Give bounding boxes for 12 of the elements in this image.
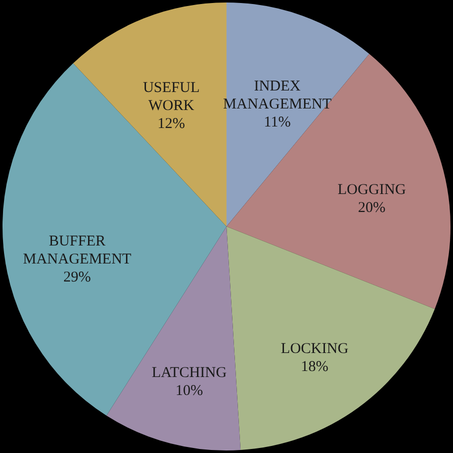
slice-label: LATCHING xyxy=(152,364,227,381)
data-label: 20% xyxy=(358,200,386,216)
slice-label: LOGGING xyxy=(338,182,406,198)
pie-slice xyxy=(226,226,435,450)
slice-label: BUFFER MANAGEMENT xyxy=(23,234,132,268)
data-label: 10% xyxy=(175,382,203,399)
data-label: 18% xyxy=(300,358,328,375)
slice-label: USEFUL WORK xyxy=(142,80,200,114)
data-label: 29% xyxy=(63,270,91,286)
data-label: 12% xyxy=(158,116,186,132)
data-label: 11% xyxy=(264,114,291,130)
slice-label: LOCKING xyxy=(280,340,349,357)
